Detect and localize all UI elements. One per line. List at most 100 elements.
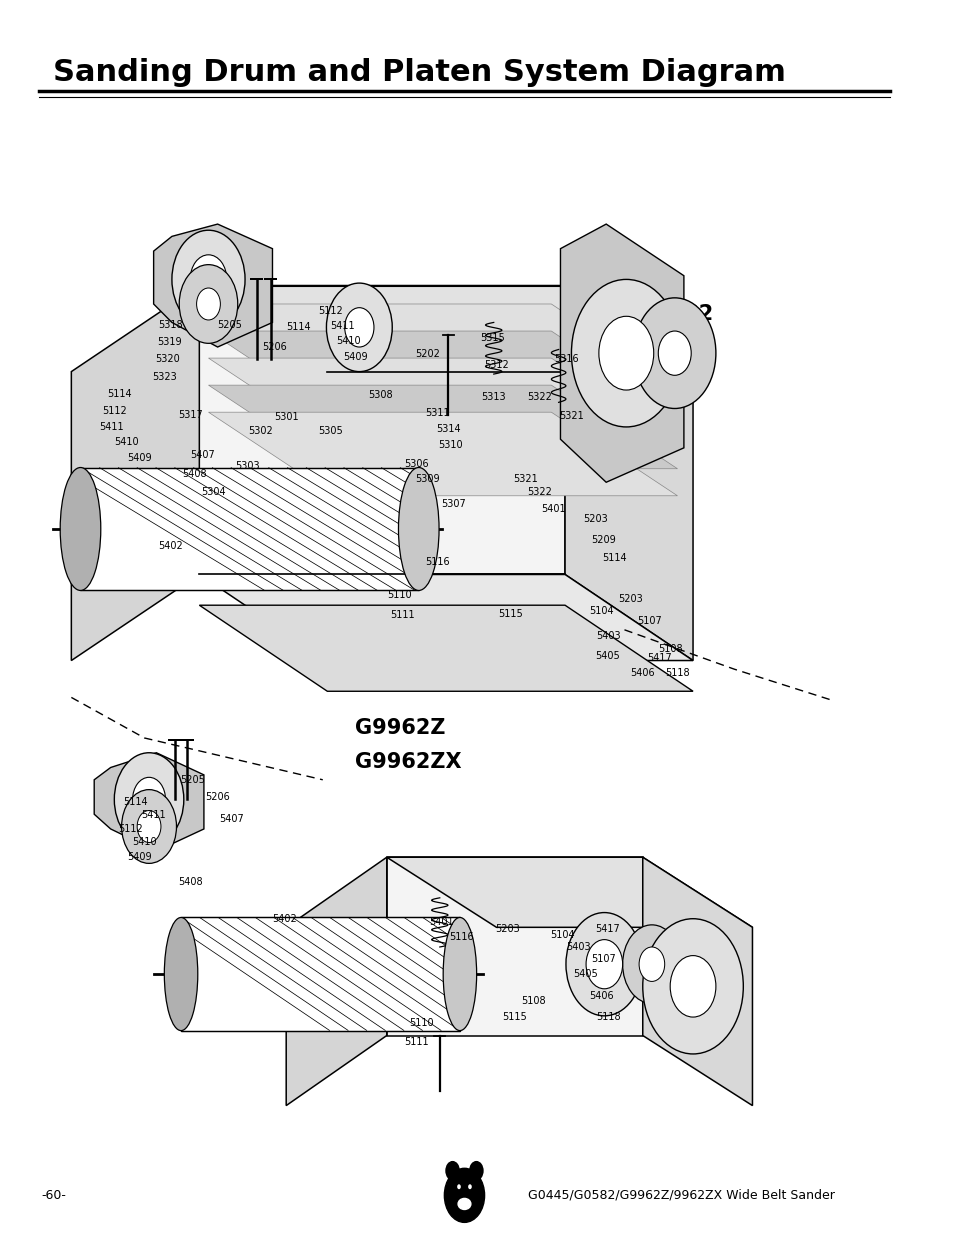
Text: 5401: 5401 [429,918,454,927]
Polygon shape [386,857,752,927]
Text: 5316: 5316 [554,354,578,364]
Text: G0445/G0582/G9962Z/9962ZX Wide Belt Sander: G0445/G0582/G9962Z/9962ZX Wide Belt Sand… [528,1189,835,1202]
Circle shape [137,810,161,842]
Polygon shape [153,224,273,347]
Text: 5403: 5403 [595,631,619,641]
Text: 5209: 5209 [591,535,616,545]
Text: 5417: 5417 [646,653,671,663]
Circle shape [598,316,653,390]
Text: 5205: 5205 [180,774,205,784]
Text: 5407: 5407 [190,451,214,461]
Text: 5310: 5310 [438,441,462,451]
Circle shape [468,1184,472,1189]
Text: 5411: 5411 [141,810,166,820]
Polygon shape [209,304,677,388]
Text: 5405: 5405 [595,651,619,661]
Text: 5410: 5410 [113,437,138,447]
Bar [80,468,418,590]
Circle shape [326,283,392,372]
Text: 5118: 5118 [664,668,689,678]
Text: 5112: 5112 [317,306,342,316]
Text: 5108: 5108 [520,997,545,1007]
Circle shape [132,777,165,821]
Text: 5411: 5411 [331,321,355,331]
Text: 5318: 5318 [157,320,182,330]
Text: 5302: 5302 [248,426,273,436]
Text: 5301: 5301 [274,412,298,422]
Text: G9962Z: G9962Z [355,719,445,739]
Text: 5322: 5322 [526,393,551,403]
Polygon shape [642,857,752,1105]
Polygon shape [209,358,677,442]
Text: 5116: 5116 [424,557,449,567]
Circle shape [571,279,680,427]
Text: 5409: 5409 [343,352,368,362]
Text: 5111: 5111 [390,610,415,620]
Text: 5307: 5307 [440,499,465,509]
Text: 5405: 5405 [572,969,597,979]
Text: 5107: 5107 [636,616,660,626]
Text: 5402: 5402 [157,541,182,551]
Circle shape [179,264,237,343]
Text: 5114: 5114 [601,553,626,563]
Text: 5312: 5312 [483,361,508,370]
Circle shape [121,789,176,863]
Polygon shape [209,412,677,495]
Text: 5406: 5406 [630,668,655,678]
Text: 5114: 5114 [108,389,132,399]
Text: 5321: 5321 [558,411,583,421]
Circle shape [172,230,245,329]
Text: 5313: 5313 [481,393,505,403]
Text: 5403: 5403 [566,942,591,952]
Text: 5114: 5114 [287,322,311,332]
Circle shape [444,1168,484,1223]
Text: 5115: 5115 [502,1011,527,1023]
Text: 5311: 5311 [424,409,449,419]
Text: 5107: 5107 [591,955,616,965]
Text: 5407: 5407 [219,814,243,824]
Ellipse shape [164,918,197,1030]
Text: Sanding Drum and Platen System Diagram: Sanding Drum and Platen System Diagram [53,58,785,88]
Circle shape [642,919,742,1053]
Text: 5410: 5410 [132,837,156,847]
Bar [80,468,418,590]
Text: 5319: 5319 [156,337,181,347]
Text: 5408: 5408 [177,877,202,887]
Circle shape [633,298,715,409]
Text: 5110: 5110 [387,590,412,600]
Circle shape [639,947,664,982]
Bar [181,918,459,1030]
Polygon shape [199,285,564,574]
Bar [181,918,459,1030]
Ellipse shape [60,468,101,590]
Text: 5402: 5402 [272,914,296,924]
Text: 5309: 5309 [416,473,439,484]
Polygon shape [209,385,677,469]
Text: 5314: 5314 [436,425,460,435]
Polygon shape [71,285,199,661]
Circle shape [196,288,220,320]
Text: 5206: 5206 [205,792,230,802]
Text: 5408: 5408 [182,468,207,479]
Text: 5203: 5203 [618,594,642,604]
Text: 5410: 5410 [335,336,360,346]
Text: 5104: 5104 [550,930,574,940]
Text: G0445: G0445 [638,337,713,357]
Polygon shape [94,753,204,851]
Text: 5303: 5303 [235,462,260,472]
Polygon shape [199,285,692,372]
Circle shape [669,956,715,1018]
Text: 5114: 5114 [123,797,148,806]
Text: 5409: 5409 [128,453,152,463]
Ellipse shape [443,918,476,1030]
Text: 5308: 5308 [368,390,393,400]
Text: 5112: 5112 [102,406,127,416]
Text: 5203: 5203 [495,924,519,934]
Text: 5401: 5401 [540,504,565,514]
Text: 5110: 5110 [409,1018,434,1029]
Circle shape [622,925,680,1004]
Text: 5409: 5409 [128,852,152,862]
Text: 5118: 5118 [596,1011,620,1023]
Ellipse shape [457,1198,471,1209]
Text: 5108: 5108 [658,645,681,655]
